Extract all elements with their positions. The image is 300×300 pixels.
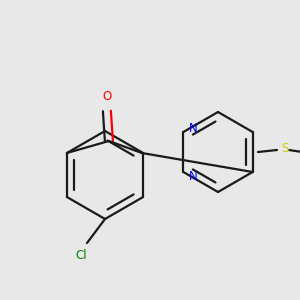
Text: Cl: Cl [75, 249, 87, 262]
Text: N: N [189, 169, 198, 182]
Text: S: S [281, 142, 289, 155]
Text: N: N [189, 122, 198, 134]
Text: O: O [102, 91, 112, 103]
